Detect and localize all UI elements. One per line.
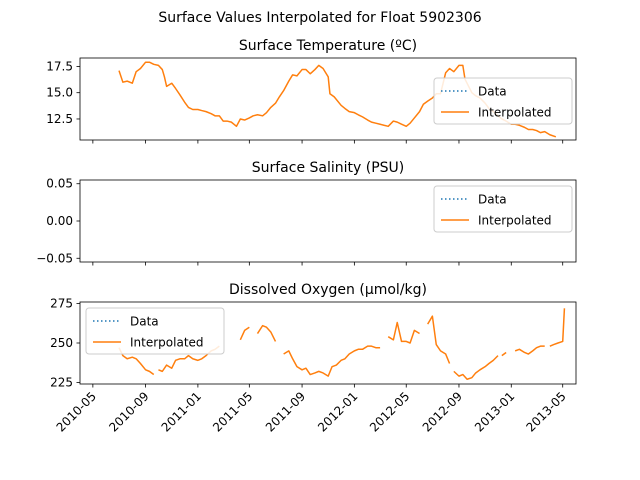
y-tick-label: 15.0 (46, 86, 73, 100)
series-interpolated-line (256, 324, 277, 342)
series-interpolated-line (501, 351, 507, 357)
axes-frame (79, 57, 577, 141)
x-tick-label: 2012-09 (420, 389, 465, 434)
y-tick-label: 17.5 (46, 59, 73, 73)
series-interpolated-line (118, 347, 155, 376)
x-tick-label: 2012-05 (367, 389, 412, 434)
legend-data-label: Data (478, 193, 507, 207)
x-tick-label: 2012-01 (315, 389, 360, 434)
legend: Data Interpolated (85, 307, 225, 355)
y-tick-label: 12.5 (46, 112, 73, 126)
legend-interpolated-label: Interpolated (478, 106, 552, 120)
y-tick-label: 275 (50, 297, 73, 311)
x-tick-label: 2011-05 (210, 389, 255, 434)
y-tick-label: 225 (50, 375, 73, 389)
x-tick-label: 2010-09 (106, 389, 151, 434)
x-tick-label: 2011-09 (263, 389, 308, 434)
legend-data-label: Data (478, 85, 507, 99)
series-interpolated-line (453, 355, 499, 381)
series-interpolated-line (427, 315, 451, 364)
legend-data-label: Data (130, 315, 159, 329)
subplot-1: Surface Temperature (ºC) 12.5 15.0 17.5 Data… (46, 38, 577, 144)
series-interpolated-line (239, 326, 250, 341)
legend-interpolated-label: Interpolated (130, 336, 204, 350)
series-interpolated-line (549, 308, 566, 347)
y-tick-label: 0.05 (46, 177, 73, 191)
series-interpolated-line (387, 321, 420, 344)
y-tick-label: 250 (50, 336, 73, 350)
subplot-panels: Surface Temperature (ºC) 12.5 15.0 17.5 Data… (36, 38, 577, 435)
legend: Data Interpolated (433, 77, 573, 125)
legend-interpolated-label: Interpolated (478, 214, 552, 228)
x-tick-label: 2013-01 (472, 389, 517, 434)
x-tick-label: 2010-05 (54, 389, 99, 434)
subplot-title: Surface Salinity (PSU) (252, 160, 405, 176)
plot-area (118, 308, 566, 381)
series-interpolated-line (514, 345, 545, 355)
subplot-2: Surface Salinity (PSU) −0.05 0.00 0.05 Data I… (36, 160, 577, 266)
x-tick-label: 2013-05 (523, 389, 568, 434)
y-tick-label: −0.05 (36, 251, 73, 265)
subplot-3: Dissolved Oxygen (µmol/kg) 225 250 275 2010-… (50, 282, 577, 435)
subplot-title: Surface Temperature (ºC) (239, 38, 417, 54)
x-tick-label: 2011-01 (159, 389, 204, 434)
figure-suptitle: Surface Values Interpolated for Float 59… (158, 10, 481, 26)
y-tick-label: 0.00 (46, 214, 73, 228)
legend: Data Interpolated (433, 185, 573, 233)
series-interpolated-line (283, 345, 381, 377)
subplot-title: Dissolved Oxygen (µmol/kg) (229, 282, 427, 298)
